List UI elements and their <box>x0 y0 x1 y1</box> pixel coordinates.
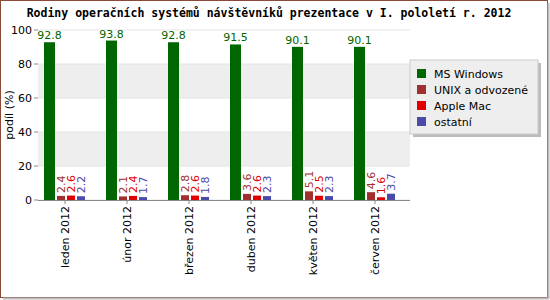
y-tick-label: 0 <box>25 194 32 207</box>
y-tick <box>34 200 38 201</box>
chart: Rodiny operačních systémů návštěvníků pr… <box>0 0 550 300</box>
bar <box>139 197 147 200</box>
bar <box>354 47 365 200</box>
legend-swatch <box>417 117 426 126</box>
title: Rodiny operačních systémů návštěvníků pr… <box>27 6 512 20</box>
x-tick <box>189 200 190 204</box>
bar <box>305 191 313 200</box>
chart-container: Rodiny operačních systémů návštěvníků pr… <box>0 0 550 300</box>
bar <box>387 194 395 200</box>
data-label: 93.8 <box>99 28 124 41</box>
bar <box>191 196 199 200</box>
data-label: 92.8 <box>37 29 62 42</box>
legend-label: Apple Mac <box>434 100 491 113</box>
x-tick-label: březen 2012 <box>183 206 196 275</box>
y-tick-label: 80 <box>18 58 32 71</box>
legend-swatch <box>417 69 426 78</box>
y-tick <box>34 64 38 65</box>
x-tick <box>313 200 314 204</box>
x-tick <box>127 200 128 204</box>
legend-label: MS Windows <box>434 68 503 81</box>
data-label: 92.8 <box>161 29 186 42</box>
data-label: 2.3 <box>261 176 274 194</box>
legend-swatch <box>417 85 426 94</box>
legend <box>410 60 538 134</box>
bar <box>263 196 271 200</box>
bar <box>201 197 209 200</box>
x-tick-label: únor 2012 <box>121 206 134 263</box>
y-axis-label: podíl (%) <box>3 90 16 139</box>
bar <box>119 196 127 200</box>
y-tick <box>34 132 38 133</box>
data-label: 90.1 <box>285 34 310 47</box>
y-tick <box>34 166 38 167</box>
data-label: 2.2 <box>75 176 88 194</box>
data-label: 2.3 <box>323 176 336 194</box>
x-tick-label: květen 2012 <box>307 206 320 275</box>
bar <box>315 196 323 200</box>
legend-label: UNIX a odvozené <box>434 84 528 97</box>
bar <box>106 41 117 200</box>
bar <box>325 196 333 200</box>
data-label: 1.8 <box>199 176 212 194</box>
bar <box>77 196 85 200</box>
bar <box>168 42 179 200</box>
data-labels: 92.893.892.891.590.190.12.42.12.83.65.14… <box>37 28 398 195</box>
x-tick <box>65 200 66 204</box>
data-label: 90.1 <box>347 34 372 47</box>
x-axis <box>38 200 410 201</box>
bar <box>367 192 375 200</box>
x-tick <box>375 200 376 204</box>
y-tick-label: 20 <box>18 160 32 173</box>
bar <box>44 42 55 200</box>
bar <box>181 195 189 200</box>
bar <box>129 196 137 200</box>
bar <box>230 44 241 200</box>
x-tick-label: červen 2012 <box>369 206 382 275</box>
legend-label: ostatní <box>434 116 473 129</box>
y-tick-label: 40 <box>18 126 32 139</box>
x-tick-label: duben 2012 <box>245 206 258 272</box>
legend-swatch <box>417 101 426 110</box>
frame-shadow <box>548 3 550 299</box>
bar <box>243 194 251 200</box>
frame <box>1 1 548 298</box>
x-tick <box>251 200 252 204</box>
data-label: 3.7 <box>385 173 398 191</box>
data-label: 91.5 <box>223 31 248 44</box>
x-tick-label: leden 2012 <box>59 206 72 268</box>
bar <box>67 196 75 200</box>
bar <box>292 47 303 200</box>
y-tick-label: 100 <box>11 24 32 37</box>
frame-shadow <box>3 298 549 300</box>
data-label: 1.7 <box>137 177 150 195</box>
y-tick-label: 60 <box>18 92 32 105</box>
bars <box>44 41 395 200</box>
y-tick <box>34 98 38 99</box>
bar <box>253 196 261 200</box>
bar <box>377 197 385 200</box>
bar <box>57 196 65 200</box>
grid-line <box>38 30 410 31</box>
